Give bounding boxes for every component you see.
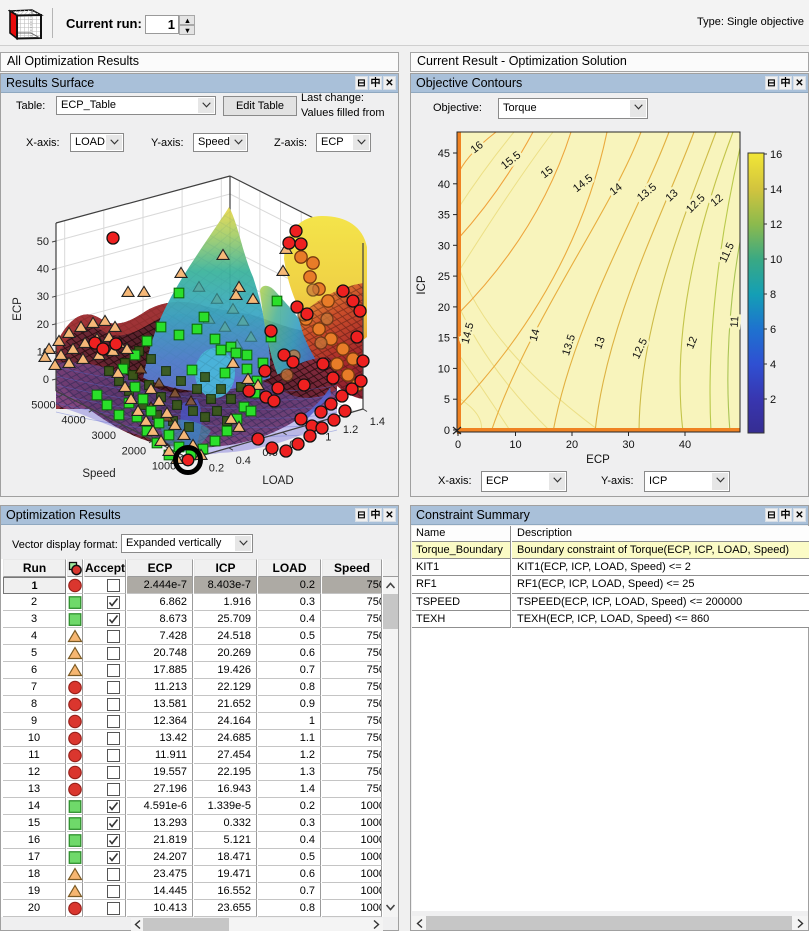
svg-text:ECP: ECP [12, 297, 24, 321]
svg-text:4: 4 [770, 359, 776, 371]
svg-text:30: 30 [37, 291, 49, 303]
svg-text:30: 30 [622, 439, 634, 451]
svg-text:1.4: 1.4 [370, 416, 385, 428]
svg-text:25: 25 [438, 271, 450, 283]
svg-text:20: 20 [566, 439, 578, 451]
svg-text:0: 0 [43, 374, 49, 386]
svg-text:0: 0 [444, 425, 450, 437]
svg-text:0.2: 0.2 [209, 463, 224, 475]
svg-text:0.4: 0.4 [236, 455, 251, 467]
svg-text:1.2: 1.2 [343, 424, 358, 436]
svg-text:11: 11 [729, 316, 742, 328]
svg-text:8: 8 [770, 289, 776, 301]
svg-text:4000: 4000 [61, 415, 85, 427]
svg-text:45: 45 [438, 148, 450, 160]
svg-text:2000: 2000 [122, 445, 146, 457]
svg-text:12: 12 [770, 219, 782, 231]
svg-text:14: 14 [770, 184, 782, 196]
svg-text:30: 30 [438, 240, 450, 252]
svg-text:Speed: Speed [82, 468, 115, 480]
svg-text:40: 40 [679, 439, 691, 451]
svg-text:1: 1 [325, 432, 331, 444]
svg-text:3000: 3000 [92, 430, 116, 442]
svg-text:20: 20 [37, 319, 49, 331]
svg-text:5: 5 [444, 394, 450, 406]
svg-text:ECP: ECP [586, 454, 610, 466]
svg-text:10: 10 [509, 439, 521, 451]
svg-text:0: 0 [455, 439, 461, 451]
svg-text:16: 16 [770, 149, 782, 161]
svg-text:ICP: ICP [416, 275, 428, 295]
svg-text:20: 20 [438, 302, 450, 314]
svg-text:1000: 1000 [152, 461, 176, 473]
svg-text:6: 6 [770, 324, 776, 336]
svg-text:2: 2 [770, 394, 776, 406]
svg-text:40: 40 [438, 179, 450, 191]
svg-text:5000: 5000 [31, 399, 55, 411]
svg-text:35: 35 [438, 210, 450, 222]
svg-text:50: 50 [37, 236, 49, 248]
svg-text:15: 15 [438, 333, 450, 345]
svg-text:10: 10 [438, 363, 450, 375]
svg-text:10: 10 [770, 254, 782, 266]
svg-text:LOAD: LOAD [262, 475, 293, 487]
svg-text:40: 40 [37, 264, 49, 276]
